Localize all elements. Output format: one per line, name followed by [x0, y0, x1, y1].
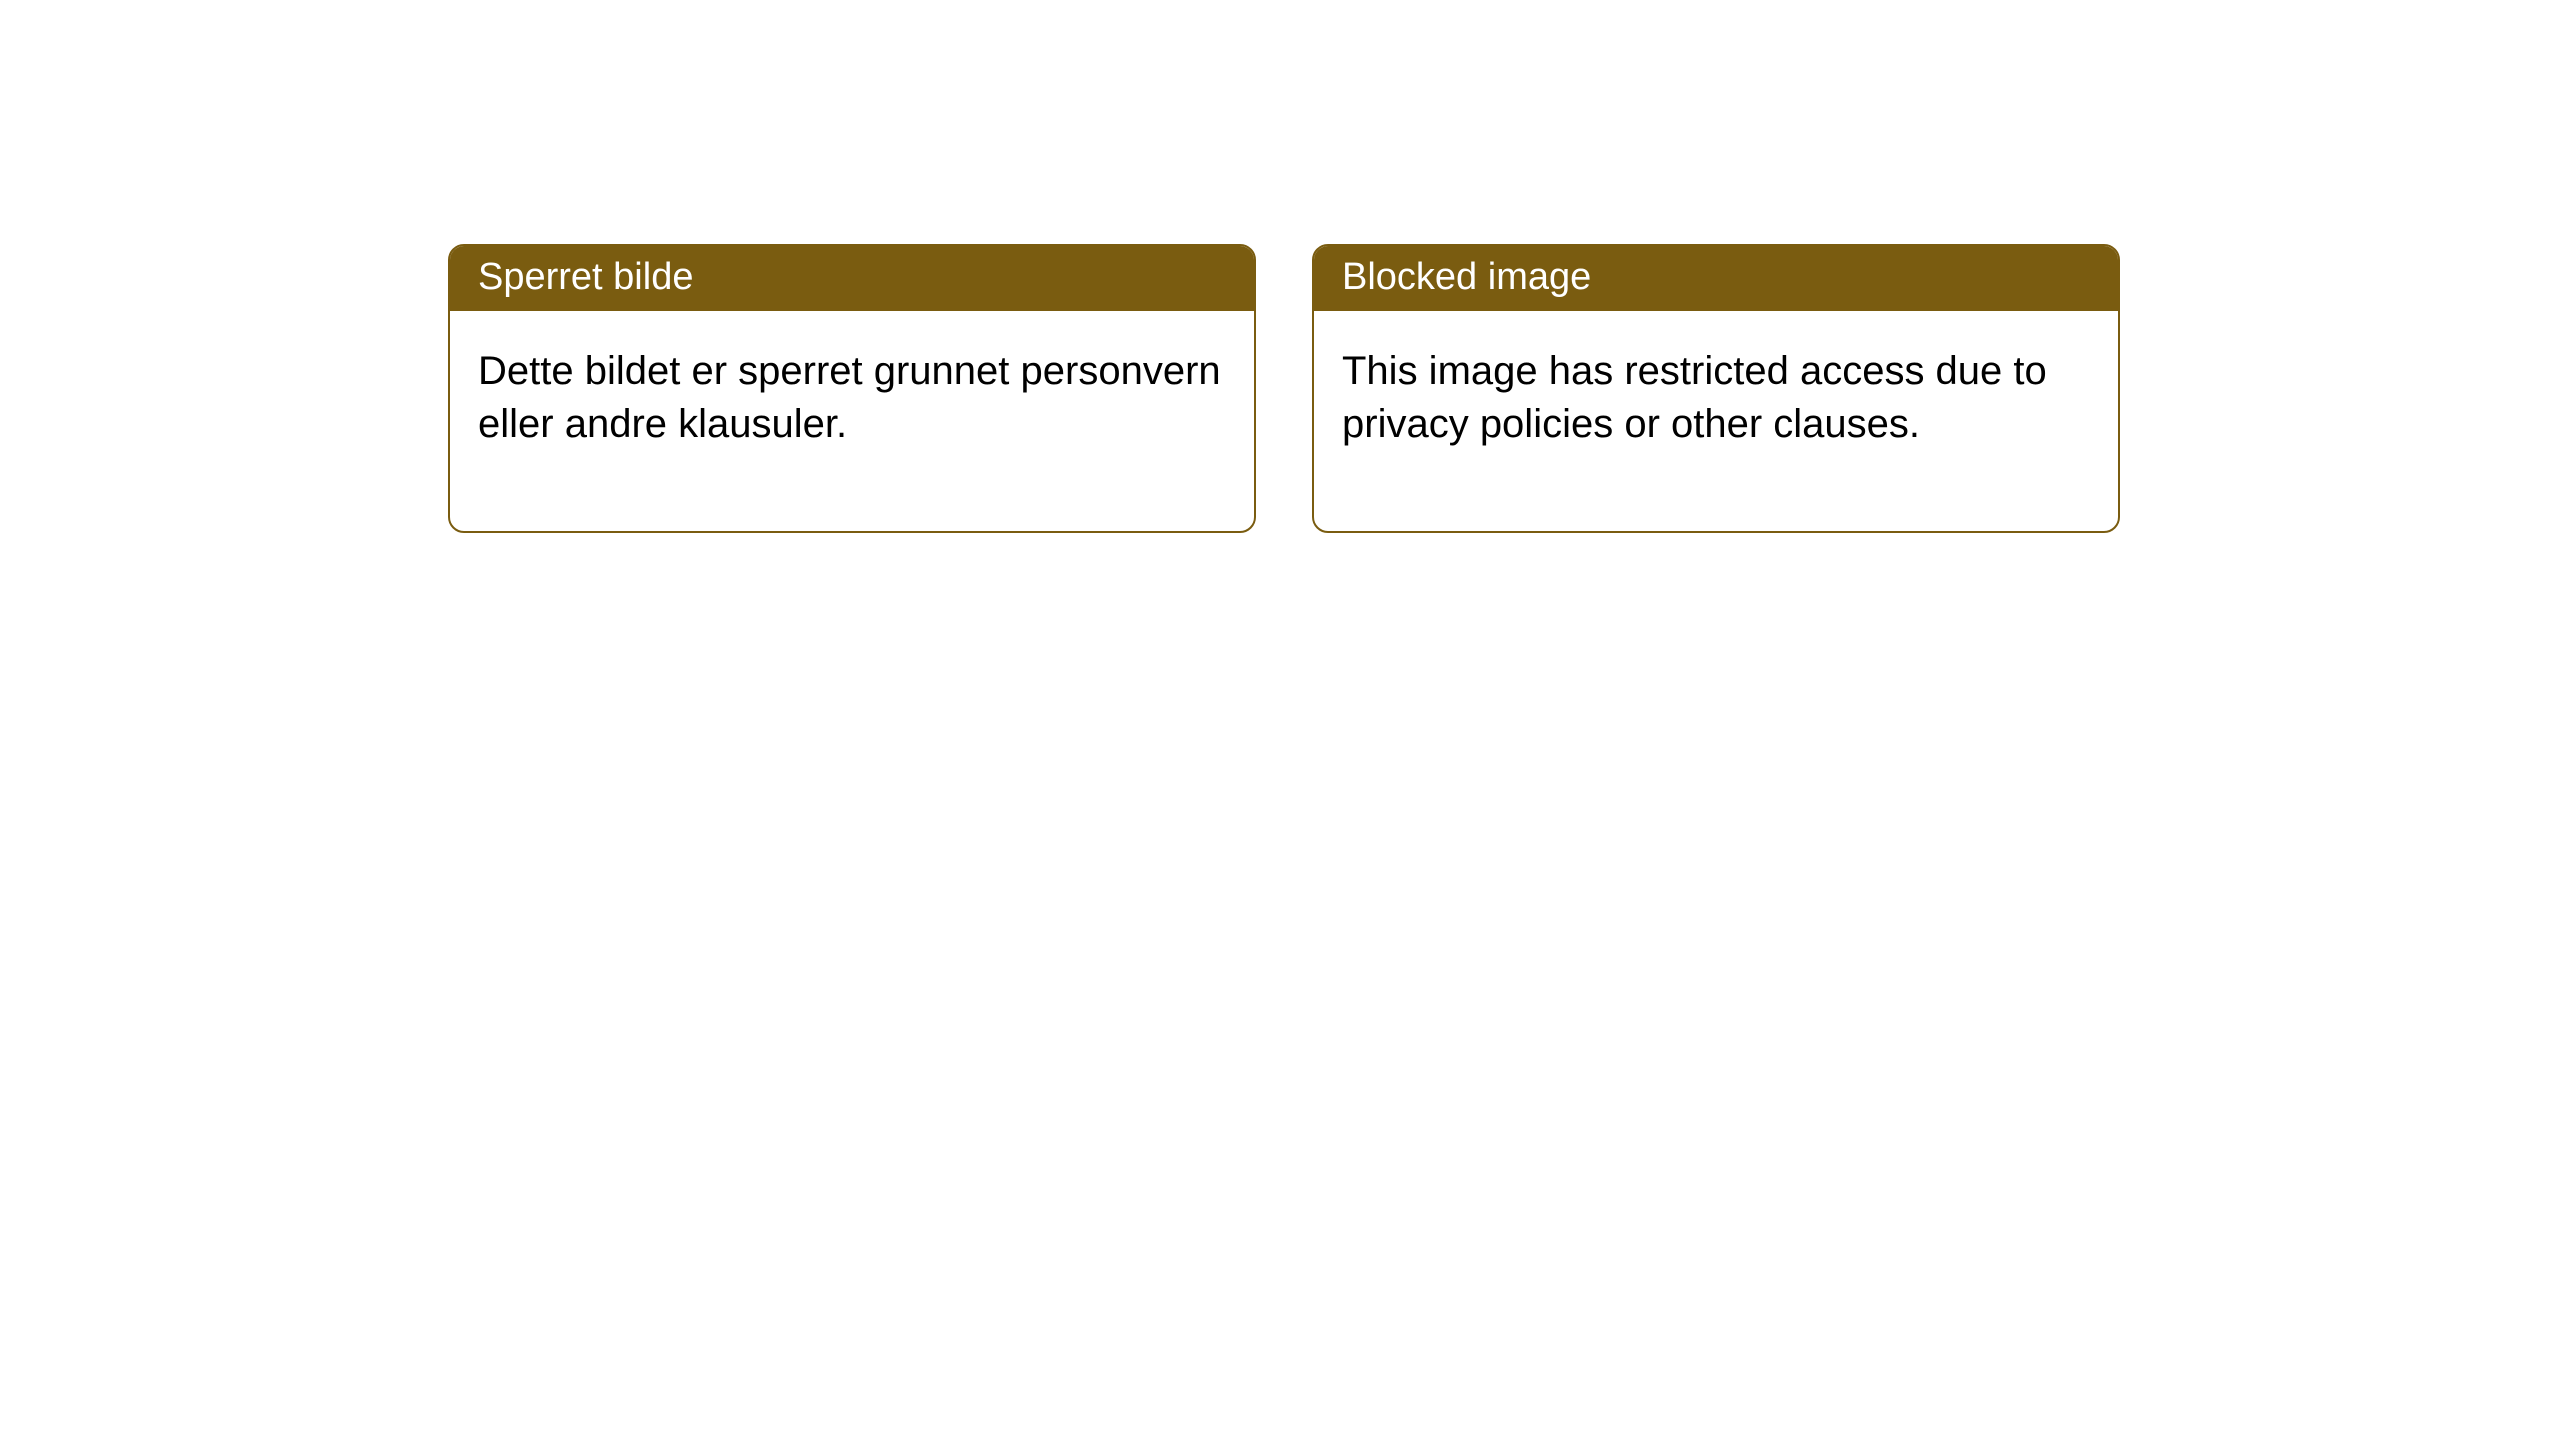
notice-card-english: Blocked image This image has restricted …	[1312, 244, 2120, 533]
notice-body: Dette bildet er sperret grunnet personve…	[450, 311, 1254, 531]
notice-container: Sperret bilde Dette bildet er sperret gr…	[0, 0, 2560, 533]
notice-body: This image has restricted access due to …	[1314, 311, 2118, 531]
notice-header: Blocked image	[1314, 246, 2118, 311]
notice-header: Sperret bilde	[450, 246, 1254, 311]
notice-card-norwegian: Sperret bilde Dette bildet er sperret gr…	[448, 244, 1256, 533]
